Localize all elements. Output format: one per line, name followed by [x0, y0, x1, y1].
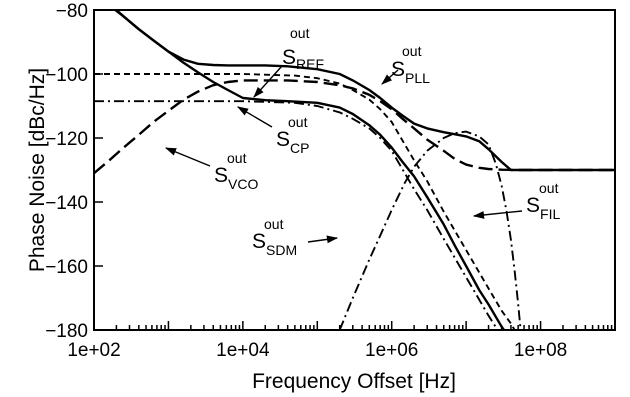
y-axis-ticks: −80 −100 −120 −140 −160 −180	[45, 1, 103, 342]
series-line-pll-0	[114, 10, 615, 172]
annotation-ref-base: S	[282, 46, 296, 69]
vco-arrow	[164, 147, 211, 167]
annotation-ref-sup: out	[290, 25, 310, 41]
y-tick-label: −180	[45, 321, 88, 342]
annotation-vco-base: S	[214, 164, 228, 187]
annotation-arrows	[164, 65, 523, 244]
x-tick-label: 1e+06	[365, 340, 418, 361]
series-line-pll_left-4	[113, 10, 506, 330]
x-axis-label: Frequency Offset [Hz]	[252, 370, 456, 393]
curves-layer	[94, 10, 615, 330]
sdm-arrow	[307, 235, 339, 244]
annotation-fil: SFIL	[526, 194, 560, 222]
annotation-pll-sup: out	[402, 43, 422, 59]
annotation-cp-base: S	[276, 128, 290, 151]
annotation-pll: SPLL	[391, 58, 430, 86]
annotation-ref: SREF	[282, 46, 324, 72]
x-tick-label: 1e+02	[67, 340, 120, 361]
x-tick-label: 1e+04	[216, 340, 270, 361]
annotation-sdm-base: S	[252, 230, 266, 253]
annotation-sdm-sup: out	[264, 216, 284, 232]
y-axis-label: Phase Noise [dBc/Hz]	[26, 68, 49, 272]
annotation-sdm: SSDM	[252, 230, 297, 258]
fil-arrow	[472, 210, 523, 219]
annotation-ref-sub: REF	[296, 56, 324, 72]
series-line-vco-3	[94, 79, 615, 175]
ref-arrow	[253, 65, 283, 98]
annotation-pll-base: S	[391, 58, 405, 81]
plot-frame	[93, 9, 616, 331]
series-line-cp-2	[94, 100, 499, 330]
annotation-vco-sub: VCO	[228, 176, 258, 192]
annotation-fil-base: S	[526, 194, 540, 217]
annotation-fil-sup: out	[539, 180, 559, 196]
annotation-vco-sup: out	[227, 150, 247, 166]
annotation-sdm-sub: SDM	[266, 242, 297, 258]
annotation-pll-sub: PLL	[405, 70, 430, 86]
pll-arrow	[381, 69, 399, 85]
annotation-cp-sub: CP	[290, 140, 309, 156]
annotation-cp-sup: out	[288, 114, 308, 130]
x-tick-label: 1e+08	[514, 340, 567, 361]
annotation-vco: SVCO	[214, 164, 258, 192]
series-line-sdm-5	[338, 130, 522, 330]
x-axis-ticks: 1e+02 1e+04 1e+06 1e+08	[67, 321, 616, 361]
y-tick-label: −160	[45, 257, 88, 278]
annotation-cp: SCP	[276, 128, 309, 156]
series-line-ref-1	[94, 73, 516, 330]
y-tick-label: −120	[45, 129, 88, 150]
y-tick-label: −80	[56, 1, 88, 22]
y-tick-label: −100	[45, 65, 88, 86]
y-tick-label: −140	[45, 193, 88, 214]
cp-arrow	[237, 106, 273, 128]
annotation-fil-sub: FIL	[540, 206, 560, 222]
